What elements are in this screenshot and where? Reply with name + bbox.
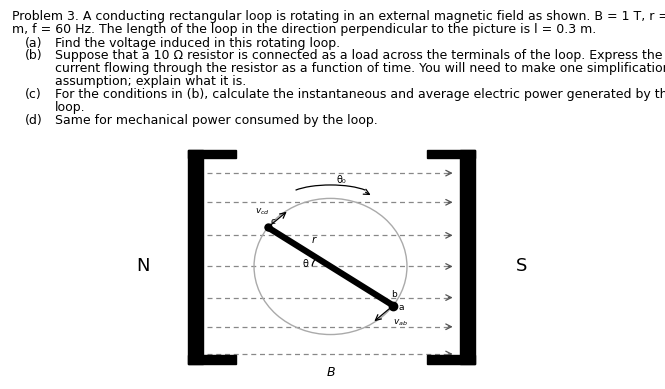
Text: c: c (271, 217, 276, 226)
Text: N: N (136, 258, 150, 275)
Bar (188, 355, 236, 364)
Bar (460, 150, 475, 364)
Bar (427, 150, 475, 158)
Bar (188, 150, 236, 158)
Text: m, f = 60 Hz. The length of the loop in the direction perpendicular to the pictu: m, f = 60 Hz. The length of the loop in … (12, 23, 597, 36)
Text: current flowing through the resistor as a function of time. You will need to mak: current flowing through the resistor as … (55, 62, 665, 75)
Text: Problem 3. A conducting rectangular loop is rotating in an external magnetic fie: Problem 3. A conducting rectangular loop… (12, 10, 665, 23)
Text: For the conditions in (b), calculate the instantaneous and average electric powe: For the conditions in (b), calculate the… (55, 88, 665, 101)
Text: Find the voltage induced in this rotating loop.: Find the voltage induced in this rotatin… (55, 37, 340, 50)
Text: r: r (312, 235, 316, 245)
Text: $v_{cd}$: $v_{cd}$ (255, 207, 270, 217)
Text: b: b (392, 290, 398, 299)
Text: θ₀: θ₀ (336, 175, 346, 185)
Bar (427, 355, 475, 364)
Text: (d): (d) (25, 114, 43, 127)
Text: Same for mechanical power consumed by the loop.: Same for mechanical power consumed by th… (55, 114, 377, 127)
Text: Suppose that a 10 Ω resistor is connected as a load across the terminals of the : Suppose that a 10 Ω resistor is connecte… (55, 49, 662, 63)
Text: (a): (a) (25, 37, 43, 50)
Text: S: S (516, 258, 528, 275)
Text: a: a (398, 303, 404, 312)
Bar (188, 150, 203, 364)
Text: B: B (327, 366, 334, 379)
Text: (b): (b) (25, 49, 43, 63)
Text: loop.: loop. (55, 101, 85, 114)
Text: $v_{ab}$: $v_{ab}$ (392, 318, 408, 328)
Text: assumption; explain what it is.: assumption; explain what it is. (55, 75, 246, 88)
Text: θ: θ (303, 259, 308, 269)
Text: (c): (c) (25, 88, 42, 101)
